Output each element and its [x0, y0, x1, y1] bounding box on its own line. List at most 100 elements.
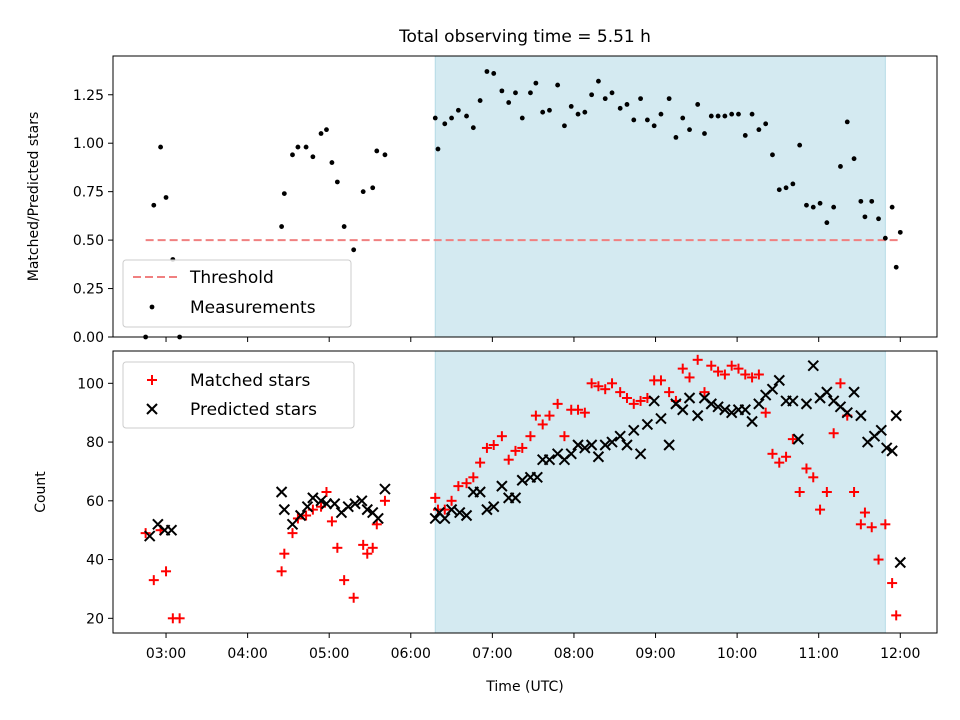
matched-star-point	[468, 472, 479, 483]
predicted-star-point	[572, 439, 584, 451]
matched-star-point	[348, 592, 359, 603]
matched-star-point	[339, 575, 350, 586]
predicted-star-point	[599, 439, 611, 451]
measurement-point	[519, 115, 525, 121]
predicted-star-point	[894, 556, 906, 569]
matched-star-point	[600, 384, 611, 395]
measurement-point	[513, 90, 518, 96]
matched-star-point	[760, 407, 771, 418]
matched-star-point	[740, 369, 751, 380]
predicted-star-point	[531, 471, 543, 484]
matched-star-point	[607, 378, 618, 389]
predicted-star-point	[496, 480, 508, 492]
measurement-point	[582, 109, 588, 115]
measurement-point	[770, 152, 775, 158]
matched-star-point	[706, 360, 717, 371]
bottom-y-tick-label: 20	[86, 611, 104, 627]
matched-star-point	[859, 507, 870, 518]
measurement-point	[666, 96, 672, 102]
matched-star-point	[753, 369, 764, 380]
measurement-point	[575, 111, 581, 117]
predicted-star-point	[275, 486, 288, 498]
measurement-point	[897, 229, 903, 235]
matched-star-point	[379, 495, 390, 506]
measurement-point	[568, 103, 574, 109]
matched-star-point	[794, 487, 805, 497]
matched-star-point	[774, 457, 785, 468]
bottom-y-axis-label: Count	[33, 471, 49, 513]
bottom-axes-frame	[112, 350, 938, 634]
measurement-point	[804, 202, 809, 208]
matched-star-point	[559, 431, 570, 442]
matched-star-point	[733, 363, 744, 374]
predicted-star-point	[641, 418, 654, 431]
predicted-star-point	[429, 512, 441, 525]
matched-star-point	[332, 542, 343, 553]
measurement-point	[687, 127, 692, 133]
predicted-star-point	[445, 503, 458, 516]
matched-star-point	[496, 431, 507, 442]
legend-predicted-label: Predicted stars	[190, 400, 317, 420]
measurement-point	[470, 125, 476, 131]
predicted-star-point	[841, 406, 853, 419]
matched-star-point	[664, 387, 675, 398]
predicted-star-point	[454, 506, 466, 519]
x-tick-label: 08:00	[554, 646, 594, 662]
matched-star-point	[552, 398, 563, 409]
x-axis-label: Time (UTC)	[485, 679, 563, 695]
measurement-point	[351, 247, 357, 253]
predicted-star-point	[719, 404, 731, 416]
matched-star-point	[767, 448, 778, 459]
matched-star-point	[174, 613, 185, 624]
x-tick-label: 05:00	[309, 646, 349, 662]
predicted-star-point	[592, 451, 605, 463]
measurement-point	[862, 214, 868, 220]
top-y-axis-label: Matched/Predicted stars	[26, 112, 42, 282]
matched-star-point	[503, 454, 514, 465]
measurement-point	[609, 90, 615, 96]
matched-star-point	[301, 510, 312, 521]
bottom-y-tick-label: 40	[86, 553, 104, 569]
predicted-star-point	[294, 509, 307, 522]
matched-star-point	[358, 539, 369, 550]
measurement-point	[790, 181, 796, 187]
top-legend: Threshold Measurements	[122, 259, 352, 328]
measurement-point	[797, 142, 803, 148]
legend-predicted-swatch	[146, 403, 158, 415]
matched-star-point	[880, 519, 891, 530]
matched-star-point	[525, 431, 536, 442]
measurement-point	[279, 224, 285, 229]
measurement-point	[810, 204, 816, 210]
predicted-star-point	[773, 374, 785, 387]
measurement-point	[763, 121, 769, 127]
measurement-point	[506, 100, 512, 105]
matched-star-point	[873, 554, 884, 565]
measurement-point	[528, 90, 533, 96]
series-predicted-stars	[144, 359, 906, 569]
measurement-point	[602, 96, 608, 102]
measurement-point	[889, 204, 895, 210]
measurement-point	[499, 88, 505, 94]
x-tick-label: 10:00	[717, 646, 757, 662]
predicted-star-point	[739, 404, 751, 416]
predicted-star-point	[753, 398, 765, 410]
measurement-point	[876, 216, 881, 222]
measurement-point	[869, 198, 875, 204]
predicted-star-point	[579, 442, 591, 454]
measurement-point	[715, 113, 721, 119]
measurement-point	[858, 198, 864, 204]
predicted-star-point	[792, 433, 805, 445]
measurement-point	[638, 96, 643, 102]
matched-star-point	[821, 487, 832, 497]
chart-title: Total observing time = 5.51 h	[398, 27, 651, 47]
predicted-star-point	[886, 445, 898, 457]
x-tick-label: 03:00	[146, 646, 186, 662]
measurement-point	[783, 185, 789, 191]
predicted-star-point	[648, 395, 660, 407]
x-tick-label: 11:00	[799, 646, 839, 662]
measurement-point	[432, 115, 438, 121]
predicted-star-point	[474, 486, 486, 498]
matched-star-point	[628, 398, 639, 409]
predicted-star-point	[655, 412, 667, 425]
